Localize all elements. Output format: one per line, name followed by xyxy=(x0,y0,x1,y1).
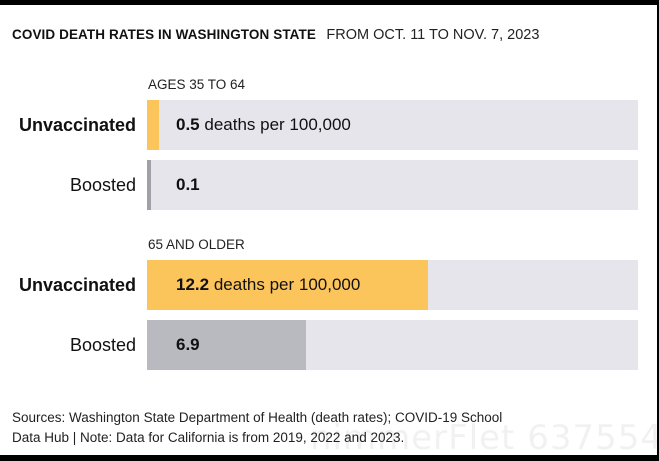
group-label-65-and-older: 65 AND OLDER xyxy=(148,237,245,252)
bar-boosted-65-plus xyxy=(147,320,306,370)
group-label-ages-35-to-64: AGES 35 TO 64 xyxy=(148,77,246,92)
bar-track-unvaccinated-35-64: 0.5 deaths per 100,000 xyxy=(147,100,638,150)
bar-unvaccinated-35-64 xyxy=(147,100,159,150)
chart-subtitle: FROM OCT. 11 TO NOV. 7, 2023 xyxy=(326,27,540,43)
right-border xyxy=(657,0,659,461)
chart-header: COVID DEATH RATES IN WASHINGTON STATE FR… xyxy=(12,26,539,44)
bar-track-unvaccinated-65-plus: 12.2 deaths per 100,000 xyxy=(147,260,638,310)
bar-label-unvaccinated-35-64: Unvaccinated xyxy=(18,115,136,135)
bar-boosted-35-64 xyxy=(147,160,151,210)
value-label-unvaccinated-65-plus: 12.2 deaths per 100,000 xyxy=(176,275,361,294)
bar-unvaccinated-65-plus xyxy=(147,260,428,310)
chart-title: COVID DEATH RATES IN WASHINGTON STATE xyxy=(12,27,316,42)
bar-label-boosted-65-plus: Boosted xyxy=(69,335,136,355)
bar-track-boosted-35-64: 0.1 xyxy=(147,160,638,210)
top-border xyxy=(0,0,659,5)
bottom-border xyxy=(0,455,659,461)
sources-line-2: Data Hub | Note: Data for California is … xyxy=(12,430,405,445)
sources-line-1: Sources: Washington State Department of … xyxy=(12,410,503,425)
bar-label-unvaccinated-65-plus: Unvaccinated xyxy=(18,275,136,295)
watermark: nimmerFlet 637554657 xyxy=(310,418,659,458)
value-label-boosted-35-64: 0.1 xyxy=(176,175,200,194)
bar-label-boosted-35-64: Boosted xyxy=(69,175,136,195)
bar-track-boosted-65-plus: 6.9 xyxy=(147,320,638,370)
sources-note: Sources: Washington State Department of … xyxy=(12,408,612,448)
value-label-unvaccinated-35-64: 0.5 deaths per 100,000 xyxy=(176,115,351,134)
value-label-boosted-65-plus: 6.9 xyxy=(176,335,200,354)
